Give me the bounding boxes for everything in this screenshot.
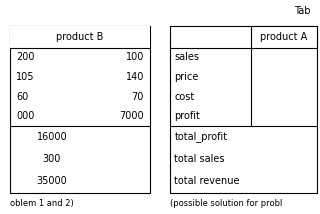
Text: 35000: 35000 bbox=[36, 177, 67, 186]
Text: 105: 105 bbox=[16, 72, 35, 82]
Text: sales: sales bbox=[174, 52, 199, 62]
Text: product A: product A bbox=[260, 32, 307, 42]
Text: total sales: total sales bbox=[174, 154, 225, 164]
Text: 300: 300 bbox=[43, 154, 61, 164]
Bar bbox=[10, 26, 150, 193]
Text: 60: 60 bbox=[16, 92, 28, 101]
Text: 16000: 16000 bbox=[36, 132, 67, 142]
Text: 100: 100 bbox=[126, 52, 144, 62]
Text: product B: product B bbox=[56, 32, 104, 42]
Text: oblem 1 and 2): oblem 1 and 2) bbox=[10, 199, 73, 208]
Text: cost: cost bbox=[174, 92, 195, 101]
Text: Tab: Tab bbox=[294, 6, 310, 16]
Text: total revenue: total revenue bbox=[174, 177, 240, 186]
Text: 70: 70 bbox=[132, 92, 144, 101]
Text: profit: profit bbox=[174, 111, 200, 121]
Text: 000: 000 bbox=[16, 111, 34, 121]
Text: total_profit: total_profit bbox=[174, 132, 228, 142]
Bar bbox=[251, 26, 317, 48]
Bar bbox=[10, 26, 150, 48]
Text: 200: 200 bbox=[16, 52, 35, 62]
Bar bbox=[170, 26, 317, 193]
Text: (possible solution for probl: (possible solution for probl bbox=[170, 199, 282, 208]
Text: 7000: 7000 bbox=[119, 111, 144, 121]
Text: 140: 140 bbox=[126, 72, 144, 82]
Text: price: price bbox=[174, 72, 199, 82]
